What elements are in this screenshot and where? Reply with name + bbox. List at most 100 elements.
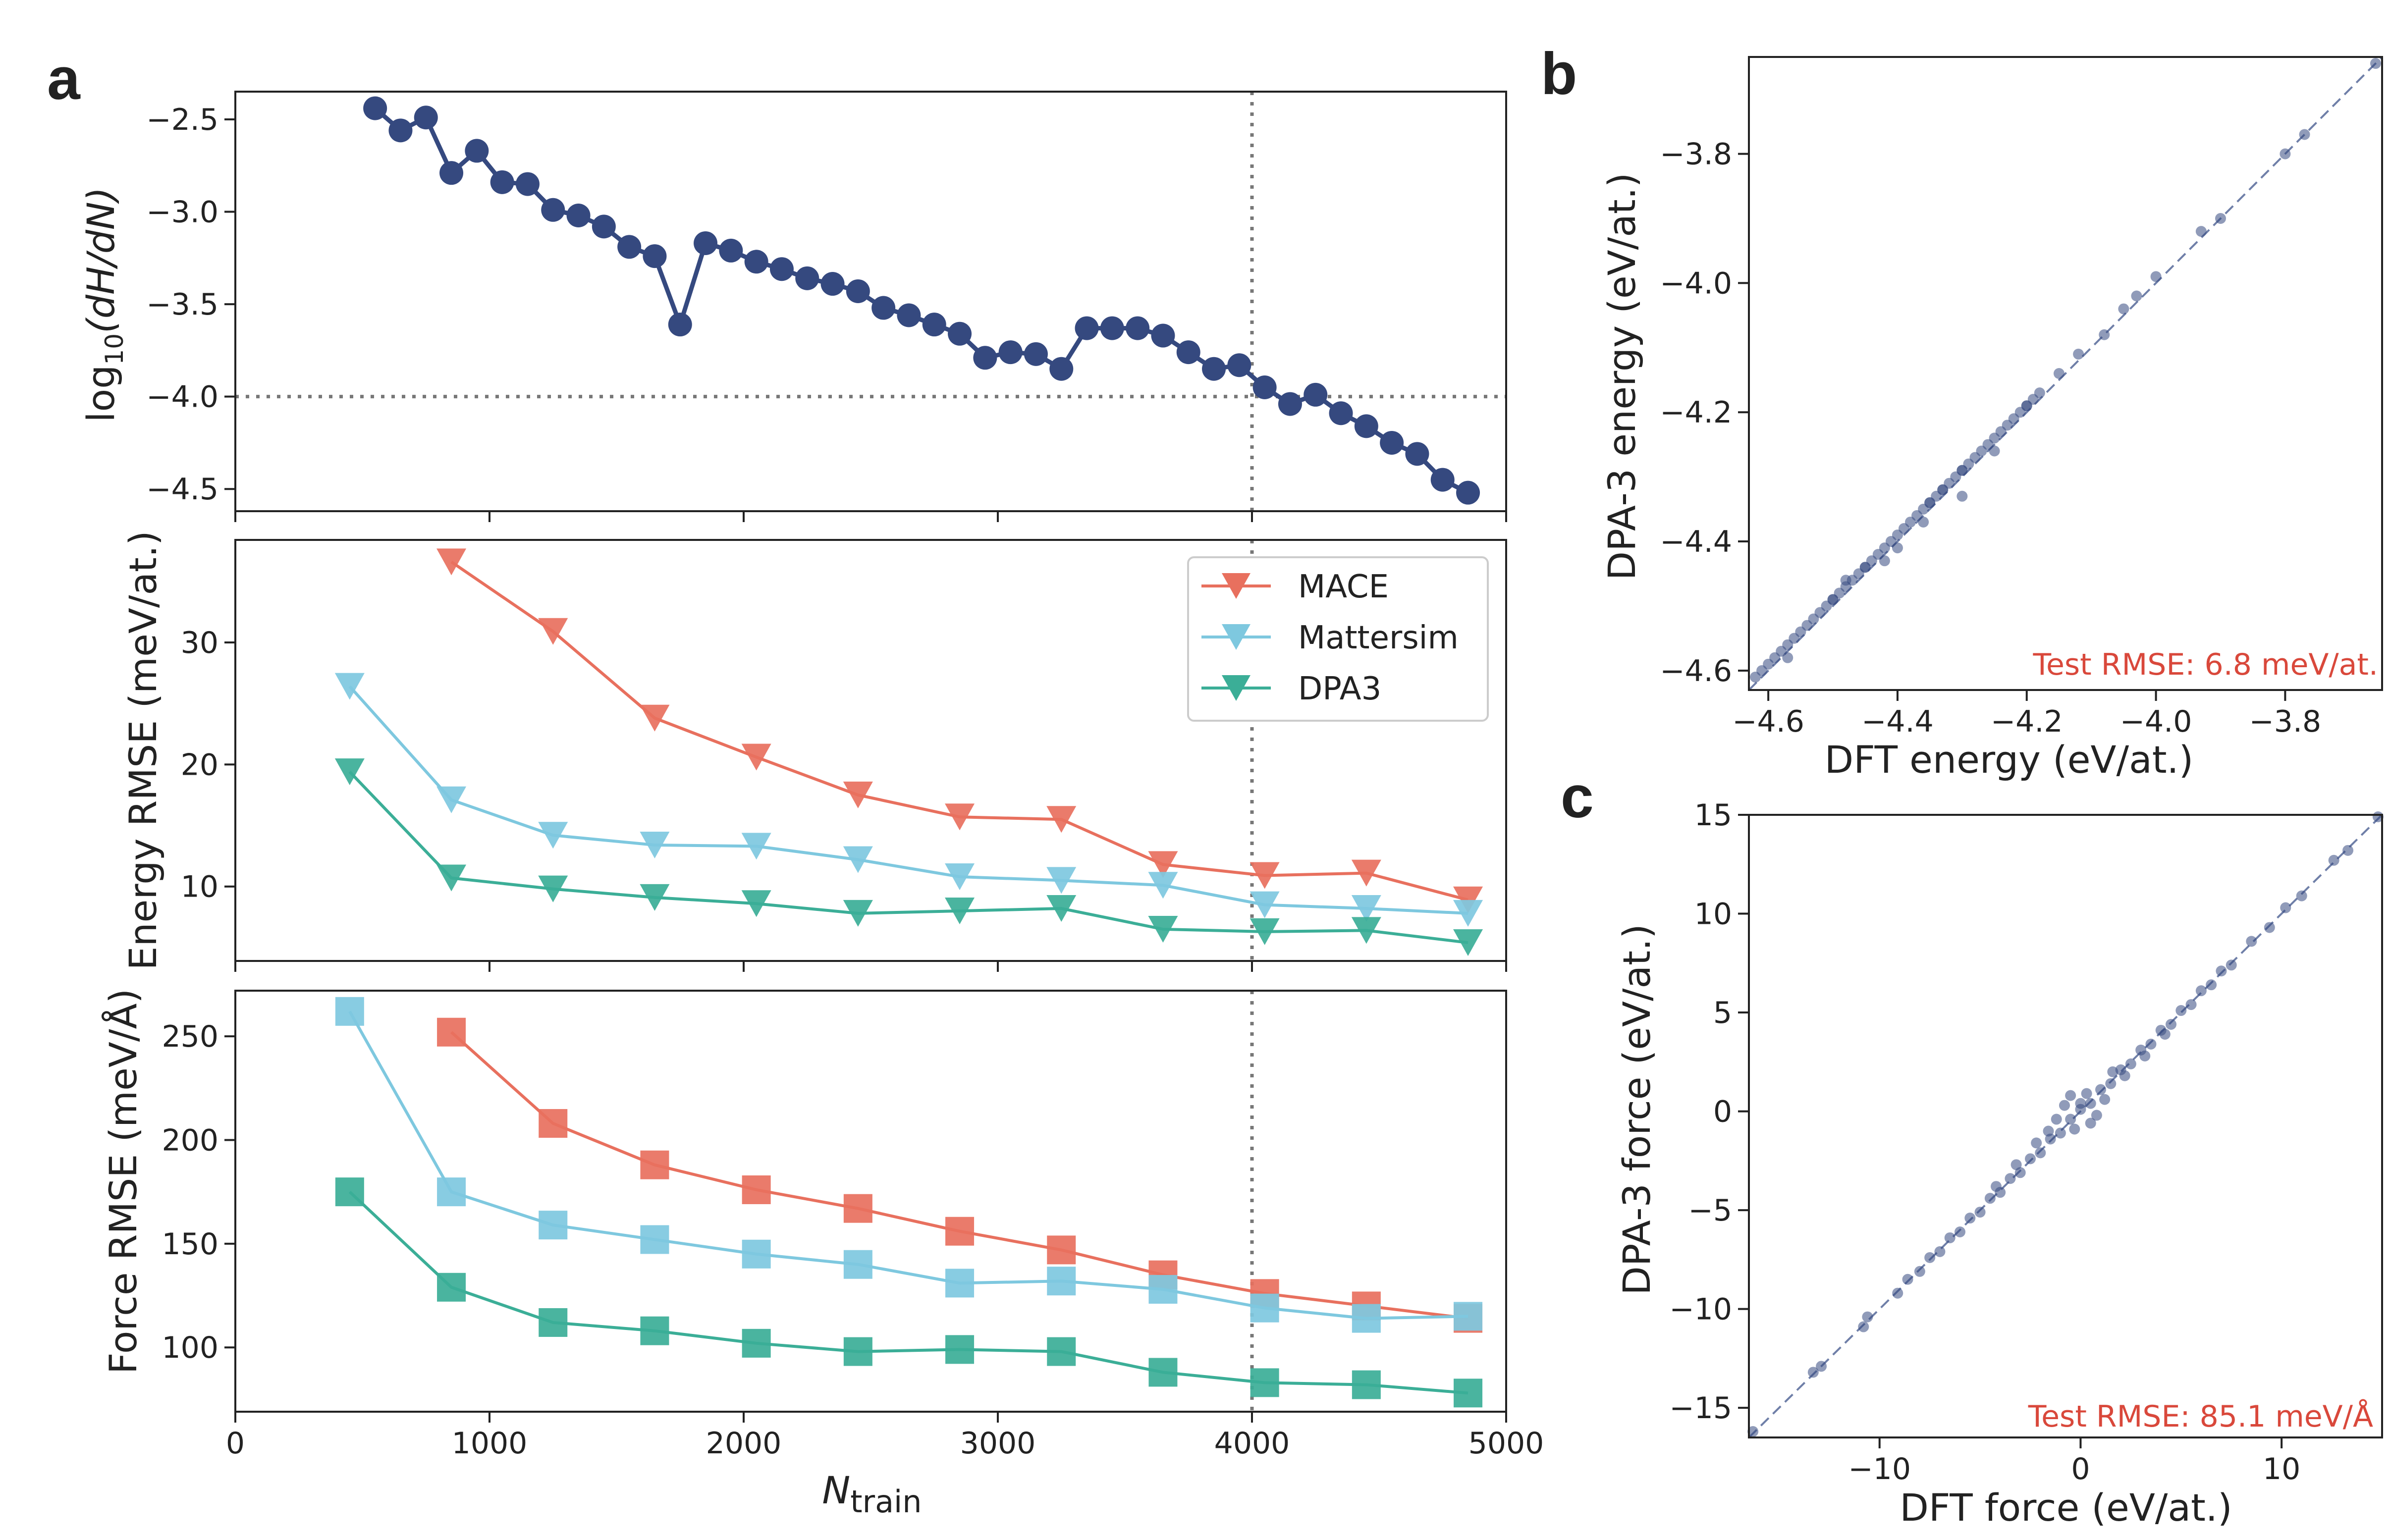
a2-point-mattersim bbox=[334, 673, 365, 700]
a2-point-dpa3 bbox=[1250, 918, 1280, 945]
c-data-point bbox=[1902, 1274, 1913, 1285]
legend-marker-mace bbox=[1222, 573, 1250, 599]
b-data-point bbox=[1924, 497, 1936, 508]
a2-point-mace bbox=[1148, 851, 1178, 878]
a1-data-point bbox=[846, 279, 870, 303]
c-data-point bbox=[2296, 890, 2307, 902]
a3-point-dpa3 bbox=[1148, 1358, 1178, 1387]
c-ytick-label: 0 bbox=[1713, 1095, 1732, 1129]
b-data-point bbox=[1918, 516, 1929, 528]
c-data-point bbox=[2005, 1173, 2016, 1184]
c-ytick-label: −5 bbox=[1688, 1193, 1732, 1228]
c-data-point bbox=[2095, 1084, 2106, 1095]
a3-xtick-label: 4000 bbox=[1214, 1426, 1290, 1461]
a3-point-mattersim bbox=[1148, 1274, 1178, 1304]
a3-point-mattersim bbox=[437, 1177, 466, 1207]
a2-point-dpa3 bbox=[1453, 929, 1483, 956]
a1-data-point bbox=[566, 203, 591, 227]
c-data-point bbox=[2125, 1058, 2136, 1069]
panel-c-force-parity-chart: 15 10 5 0 −5 −10 −15 −10 0 10 DPA-3 force (eV/at.… bbox=[1615, 798, 2384, 1530]
a3-point-dpa3 bbox=[539, 1308, 568, 1337]
c-data-point bbox=[1944, 1232, 1956, 1243]
a1-ytick-label: −4.5 bbox=[146, 472, 218, 507]
c-data-point bbox=[2206, 979, 2217, 991]
a2-point-mace bbox=[1046, 806, 1077, 833]
a2-point-dpa3 bbox=[640, 884, 670, 911]
c-test-rmse-annotation: Test RMSE: 85.1 meV/Å bbox=[2028, 1399, 2373, 1434]
c-data-point bbox=[2099, 1094, 2111, 1105]
a2-point-dpa3 bbox=[1148, 915, 1178, 943]
c-data-point bbox=[1816, 1361, 1827, 1372]
a1-data-point bbox=[973, 346, 997, 370]
a1-data-point bbox=[1075, 316, 1099, 340]
legend-label-mace: MACE bbox=[1298, 569, 1389, 605]
a1-data-point bbox=[1126, 316, 1150, 340]
a1-ytick-label: −4.0 bbox=[146, 380, 218, 415]
a3-point-mace bbox=[1047, 1235, 1076, 1265]
a1-data-point bbox=[490, 170, 514, 194]
b-ylabel: DPA-3 energy (eV/at.) bbox=[1600, 173, 1644, 581]
a3-point-mattersim bbox=[945, 1269, 975, 1298]
a2-point-dpa3 bbox=[538, 875, 568, 903]
a2-point-mattersim bbox=[843, 846, 873, 873]
c-data-point bbox=[2069, 1123, 2080, 1135]
a1-data-point bbox=[515, 172, 540, 196]
b-data-point bbox=[2118, 303, 2129, 315]
panel-b-energy-parity-chart: −3.8 −4.0 −4.2 −4.4 −4.6−4.6 −4.4 −4.2 −4.0 −3.8… bbox=[1600, 56, 2383, 782]
a3-point-mace bbox=[843, 1194, 872, 1223]
a2-point-dpa3 bbox=[1351, 917, 1381, 944]
b-data-point bbox=[1879, 555, 1890, 567]
a3-point-mattersim bbox=[335, 997, 364, 1026]
a1-data-point bbox=[948, 321, 972, 346]
b-data-point bbox=[2370, 58, 2381, 69]
a2-point-dpa3 bbox=[436, 864, 467, 892]
c-ytick-label: 5 bbox=[1713, 996, 1732, 1030]
c-data-point bbox=[2081, 1088, 2092, 1099]
a1-data-point bbox=[820, 272, 845, 296]
a3-point-mattersim bbox=[640, 1225, 669, 1254]
a1-data-point bbox=[1354, 414, 1378, 438]
c-data-point bbox=[1747, 1426, 1759, 1437]
a1-data-point bbox=[1405, 442, 1429, 466]
b-ytick-label: −4.0 bbox=[1660, 266, 1732, 301]
a2-line-dpa3 bbox=[348, 771, 1468, 945]
c-xtick-label: −10 bbox=[1848, 1452, 1911, 1487]
c-data-point bbox=[2119, 1070, 2130, 1081]
b-data-point bbox=[1892, 542, 1903, 554]
panel-a3-force-rmse-chart: 100 150 200 250 0 1000 2000 3000 4000 5000 Force … bbox=[101, 989, 1544, 1520]
c-data-point bbox=[2075, 1098, 2086, 1109]
c-data-point bbox=[2059, 1100, 2070, 1111]
a2-point-mace bbox=[1453, 886, 1483, 913]
a1-data-point bbox=[1049, 357, 1074, 381]
c-ylabel: DPA-3 force (eV/at.) bbox=[1615, 924, 1659, 1295]
c-data-point bbox=[2195, 985, 2207, 997]
a1-data-point bbox=[1252, 375, 1277, 400]
c-data-point bbox=[2328, 854, 2339, 866]
a3-point-mace bbox=[539, 1109, 568, 1138]
a2-point-dpa3 bbox=[334, 758, 365, 786]
c-data-point bbox=[1914, 1266, 1925, 1277]
b-data-point bbox=[1840, 575, 1851, 586]
c-parity-line bbox=[1748, 814, 2383, 1438]
b-ytick-label: −4.2 bbox=[1660, 395, 1732, 430]
a2-point-dpa3 bbox=[741, 890, 771, 917]
legend-label-mattersim: Mattersim bbox=[1298, 620, 1459, 656]
a3-point-dpa3 bbox=[742, 1328, 771, 1358]
a1-data-point bbox=[465, 139, 489, 163]
b-xtick-label: −4.2 bbox=[1991, 704, 2063, 739]
c-xtick-label: 10 bbox=[2263, 1452, 2300, 1487]
a3-line-mattersim bbox=[348, 1010, 1468, 1320]
a3-xtick-label: 1000 bbox=[452, 1426, 528, 1461]
a3-point-dpa3 bbox=[1352, 1370, 1381, 1399]
a1-data-point bbox=[592, 214, 616, 239]
c-data-point bbox=[1984, 1193, 1996, 1204]
b-axes-frame bbox=[1748, 56, 2383, 691]
panel-label-b: b bbox=[1541, 41, 1577, 107]
c-ytick-label: −10 bbox=[1669, 1292, 1732, 1327]
a3-xtick-label: 3000 bbox=[960, 1426, 1036, 1461]
c-data-point bbox=[2226, 959, 2237, 971]
a3-xlabel: Ntrain bbox=[822, 1468, 922, 1520]
panel-a1-dhdn-chart: −2.5 −3.0 −3.5 −4.0 −4.5 log10(dH/dN) bbox=[79, 91, 1507, 522]
b-parity-line bbox=[1748, 56, 2383, 691]
c-data-point bbox=[2159, 1028, 2171, 1040]
